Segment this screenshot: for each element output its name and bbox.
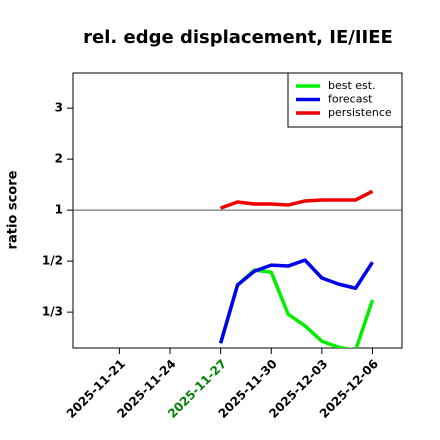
plot-area (218, 189, 375, 348)
chart-title: rel. edge displacement, IE/IIEE (83, 27, 393, 48)
legend-label: best est. (328, 79, 376, 92)
y-axis-label: ratio score (6, 170, 21, 249)
line-series (218, 258, 374, 344)
legend-label: persistence (328, 106, 392, 119)
y-tick-label: 1 (55, 203, 63, 217)
line-series (220, 189, 374, 210)
y-tick-label: 1/3 (42, 305, 63, 319)
y-tick-label: 1/2 (42, 254, 63, 268)
legend-label: forecast (328, 93, 373, 106)
y-tick-label: 3 (55, 101, 63, 115)
y-tick-label: 2 (55, 152, 63, 166)
